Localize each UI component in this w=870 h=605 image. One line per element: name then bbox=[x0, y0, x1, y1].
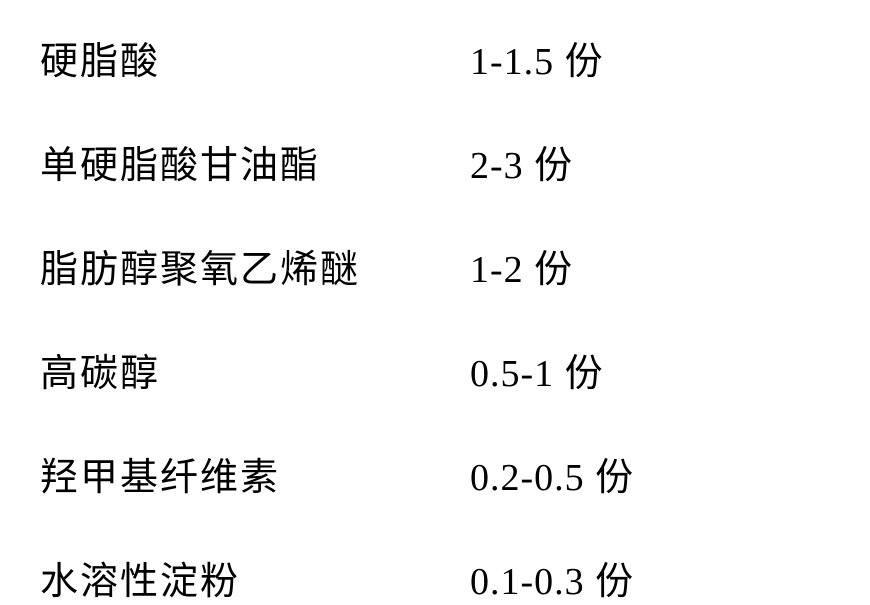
ingredient-label: 羟甲基纤维素 bbox=[40, 446, 470, 501]
ingredient-label: 单硬脂酸甘油酯 bbox=[40, 134, 470, 189]
ingredient-value: 2-3 份 bbox=[470, 134, 573, 189]
table-row: 羟甲基纤维素 0.2-0.5 份 bbox=[40, 446, 830, 501]
ingredient-label: 高碳醇 bbox=[40, 342, 470, 397]
ingredient-value: 0.1-0.3 份 bbox=[470, 550, 634, 605]
table-row: 单硬脂酸甘油酯 2-3 份 bbox=[40, 134, 830, 189]
table-row: 水溶性淀粉 0.1-0.3 份 bbox=[40, 550, 830, 605]
ingredient-value: 0.5-1 份 bbox=[470, 342, 604, 397]
ingredient-label: 硬脂酸 bbox=[40, 30, 470, 85]
ingredient-label: 水溶性淀粉 bbox=[40, 550, 470, 605]
ingredient-value: 0.2-0.5 份 bbox=[470, 446, 634, 501]
ingredient-value: 1-2 份 bbox=[470, 238, 573, 293]
ingredient-label: 脂肪醇聚氧乙烯醚 bbox=[40, 238, 470, 293]
table-row: 硬脂酸 1-1.5 份 bbox=[40, 30, 830, 85]
table-row: 高碳醇 0.5-1 份 bbox=[40, 342, 830, 397]
ingredient-value: 1-1.5 份 bbox=[470, 30, 604, 85]
table-row: 脂肪醇聚氧乙烯醚 1-2 份 bbox=[40, 238, 830, 293]
